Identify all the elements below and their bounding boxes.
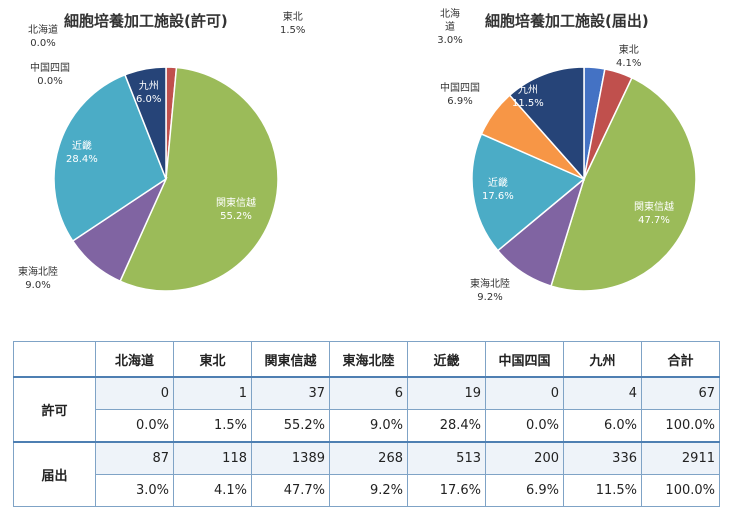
table-cell: 100.0%: [641, 474, 720, 507]
table-cell: 17.6%: [407, 474, 486, 507]
table-cell: 6.9%: [485, 474, 564, 507]
data-table: 北海道 東北 関東信越 東海北陸 近畿 中国四国 九州 合計 許可 0 1 37…: [13, 341, 720, 507]
pie-slice-kyushu: [123, 66, 167, 180]
table-row-notification-percents: 3.0% 4.1% 47.7% 9.2% 17.6% 6.9% 11.5% 10…: [14, 474, 720, 507]
pie-slice-kanto-shinetsu: [550, 76, 697, 292]
slice-label-tokai-hokuriku: 東海北陸 9.2%: [470, 279, 510, 303]
pie-plot: [53, 66, 279, 292]
table-row-notification-counts: 届出 87 118 1389 268 513 200 336 2911: [13, 441, 720, 507]
table-cell: 0.0%: [485, 409, 564, 443]
table-cell: 0: [95, 376, 174, 410]
column-header: 東北: [173, 341, 252, 378]
slice-label-tohoku: 東北 4.1%: [616, 45, 642, 69]
table-cell: 19: [407, 376, 486, 410]
pie-slice-kinki: [471, 132, 586, 252]
slice-label-hokkaido: 北海道 0.0%: [28, 25, 58, 49]
table-header-row: 北海道 東北 関東信越 東海北陸 近畿 中国四国 九州 合計: [13, 341, 720, 378]
row-header-permit: 許可: [13, 376, 96, 443]
column-header: 東海北陸: [329, 341, 408, 378]
table-cell: 47.7%: [251, 474, 330, 507]
table-cell: 67: [641, 376, 720, 410]
row-header-notification: 届出: [13, 441, 96, 507]
table-cell: 6: [329, 376, 408, 410]
table-cell: 200: [485, 441, 564, 475]
table-cell: 87: [95, 441, 174, 475]
table-cell: 0.0%: [95, 409, 174, 443]
slice-label-kinki: 近畿 28.4%: [66, 141, 98, 165]
column-header: 合計: [641, 341, 720, 378]
table-cell: 513: [407, 441, 486, 475]
slice-label-kyushu: 九州 6.0%: [136, 81, 162, 105]
pie-chart-notification: 細胞培養加工施設(届出) 北海道 3.0% 東北 4.1% 中国四国 6.9% 九州 1…: [370, 0, 742, 320]
slice-label-kinki: 近畿 17.6%: [482, 178, 514, 202]
slice-label-chugoku-shikoku: 中国四国 0.0%: [30, 63, 70, 87]
slice-label-hokkaido: 北海道 3.0%: [437, 9, 463, 46]
table-cell: 1389: [251, 441, 330, 475]
column-header: 中国四国: [485, 341, 564, 378]
table-cell: 118: [173, 441, 252, 475]
table-cell: 37: [251, 376, 330, 410]
table-cell: 100.0%: [641, 409, 720, 443]
table-cell: 0: [485, 376, 564, 410]
table-cell: 28.4%: [407, 409, 486, 443]
column-header: 北海道: [95, 341, 174, 378]
table-cell: 4: [563, 376, 642, 410]
table-cell: 1: [173, 376, 252, 410]
pie-slice-kanto-shinetsu: [119, 66, 279, 292]
table-cell: 3.0%: [95, 474, 174, 507]
pie-plot: [471, 66, 697, 292]
table-cell: 268: [329, 441, 408, 475]
chart-title: 細胞培養加工施設(許可): [64, 12, 228, 30]
slice-label-kyushu: 九州 11.5%: [512, 85, 544, 109]
table-cell: 6.0%: [563, 409, 642, 443]
column-header: 近畿: [407, 341, 486, 378]
table-row-permit-percents: 0.0% 1.5% 55.2% 9.0% 28.4% 0.0% 6.0% 100…: [14, 409, 720, 443]
table-cell: 9.2%: [329, 474, 408, 507]
table-cell: 9.0%: [329, 409, 408, 443]
table-cell: 336: [563, 441, 642, 475]
pie-slice-kyushu: [508, 66, 585, 181]
chart-title: 細胞培養加工施設(届出): [485, 12, 649, 30]
pie-chart-permit: 細胞培養加工施設(許可) 北海道 0.0% 東北 1.5% 中国四国 0.0% 九州 6…: [0, 0, 360, 320]
table-corner-cell: [13, 341, 96, 378]
slice-label-tohoku: 東北 1.5%: [280, 12, 306, 36]
column-header: 九州: [563, 341, 642, 378]
table-cell: 11.5%: [563, 474, 642, 507]
slice-label-chugoku-shikoku: 中国四国 6.9%: [440, 83, 480, 107]
table-cell: 4.1%: [173, 474, 252, 507]
pie-slice-kinki: [53, 73, 167, 242]
slice-label-tokai-hokuriku: 東海北陸 9.0%: [18, 267, 58, 291]
table-cell: 1.5%: [173, 409, 252, 443]
column-header: 関東信越: [251, 341, 330, 378]
table-cell: 55.2%: [251, 409, 330, 443]
table-cell: 2911: [641, 441, 720, 475]
slice-label-kanto-shinetsu: 関東信越 55.2%: [216, 198, 256, 222]
table-row-permit-counts: 許可 0 1 37 6 19 0 4 67: [13, 376, 720, 443]
slice-label-kanto-shinetsu: 関東信越 47.7%: [634, 202, 674, 226]
